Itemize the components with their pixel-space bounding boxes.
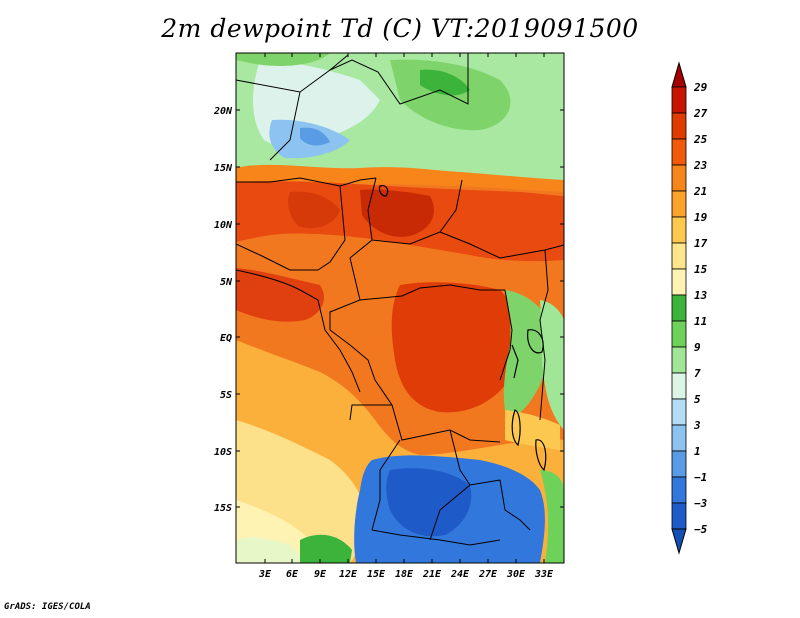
colorbar: 29 27 25 23 21 19 17 15 13 11 9 7 5 3 1 −1 −3 −5: [671, 61, 708, 555]
colorbar-cell: [671, 86, 687, 114]
contour-field: [236, 53, 564, 563]
colorbar-cell: [671, 502, 687, 530]
colorbar-label: 21: [693, 185, 707, 198]
coastline: [236, 269, 361, 393]
lon-label: 27E: [478, 569, 498, 580]
colorbar-cell: [671, 372, 687, 400]
lon-label: 3E: [258, 569, 272, 580]
lat-label: EQ: [220, 333, 232, 344]
colorbar-label: 19: [694, 211, 708, 224]
triangle-up-icon: [671, 61, 687, 88]
colorbar-label: 15: [694, 263, 708, 276]
colorbar-label: −3: [694, 497, 708, 510]
lon-label: 33E: [534, 569, 554, 580]
colorbar-cell: [671, 164, 687, 192]
colorbar-cell: [671, 216, 687, 244]
lat-label: 15S: [214, 503, 232, 514]
lon-label: 30E: [506, 569, 526, 580]
map-frame: [235, 52, 565, 564]
colorbar-cell: [671, 138, 687, 166]
lon-label: 18E: [395, 569, 414, 580]
colorbar-label: 13: [694, 289, 708, 302]
lat-label: 15N: [214, 163, 233, 174]
lakes: [378, 185, 547, 472]
colorbar-cell: [671, 268, 687, 296]
colorbar-cell: [671, 112, 687, 140]
lat-label: 10S: [214, 447, 232, 458]
colorbar-label: 9: [694, 341, 701, 354]
colorbar-cell: [671, 450, 687, 478]
colorbar-label: 29: [693, 81, 708, 94]
colorbar-label: 7: [694, 367, 701, 380]
colorbar-cell: [671, 190, 687, 218]
colorbar-label: 23: [693, 159, 708, 172]
lon-labels: 3E 6E 9E 12E 15E 18E 21E 24E 27E 30E 33E: [258, 569, 554, 580]
colorbar-label: 3: [693, 419, 701, 432]
colorbar-label: 5: [694, 393, 701, 406]
colorbar-cell: [671, 424, 687, 452]
colorbar-cell: [671, 242, 687, 270]
colorbar-label: −5: [694, 523, 708, 536]
colorbar-cell: [671, 294, 687, 322]
lon-label: 21E: [422, 569, 442, 580]
lon-label: 6E: [286, 569, 299, 580]
lat-label: 5N: [220, 277, 233, 288]
colorbar-label: 25: [693, 133, 708, 146]
colorbar-label: 1: [694, 445, 701, 458]
lat-labels: 20N 15N 10N 5N EQ 5S 10S 15S: [213, 106, 233, 514]
triangle-down-icon: [671, 528, 687, 555]
lon-label: 12E: [339, 569, 358, 580]
country-borders: [236, 53, 564, 546]
lon-label: 24E: [450, 569, 470, 580]
lat-label: 20N: [213, 106, 233, 117]
colorbar-label: 17: [694, 237, 708, 250]
lon-ticks: [264, 53, 545, 563]
colorbar-cell: [671, 398, 687, 426]
lon-label: 9E: [314, 569, 327, 580]
lat-label: 10N: [214, 220, 233, 231]
colorbar-cell: [671, 476, 687, 504]
lat-ticks: [236, 109, 564, 508]
colorbar-cell: [671, 346, 687, 374]
colorbar-cell: [671, 320, 687, 348]
lat-label: 5S: [220, 390, 232, 401]
lon-label: 15E: [367, 569, 386, 580]
chart-title: 2m dewpoint Td (C) VT:2019091500: [161, 14, 639, 43]
colorbar-label: 11: [694, 315, 707, 328]
colorbar-label: −1: [694, 471, 707, 484]
credit-label: GrADS: IGES/COLA: [4, 602, 91, 612]
colorbar-label: 27: [693, 107, 708, 120]
